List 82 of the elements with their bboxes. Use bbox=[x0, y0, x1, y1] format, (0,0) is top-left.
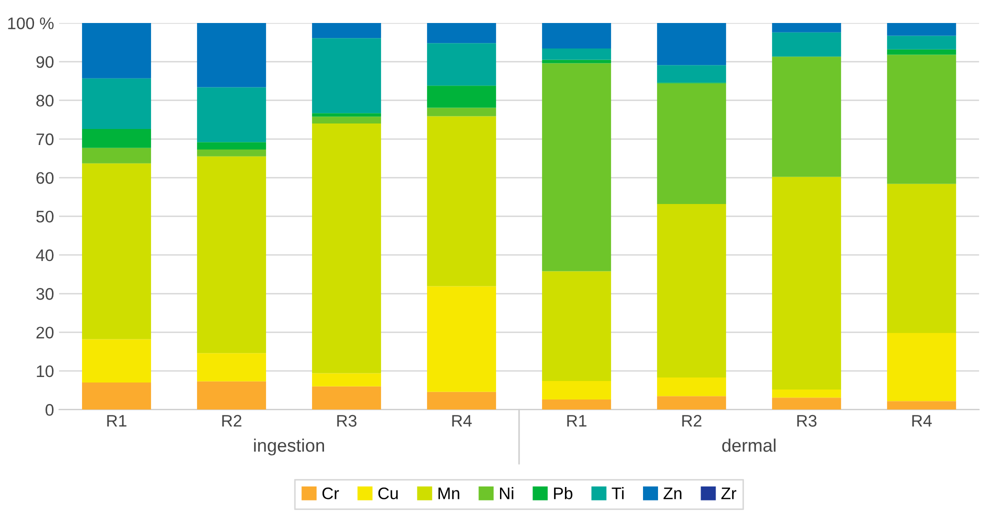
bar bbox=[197, 149, 266, 156]
bar bbox=[657, 378, 726, 396]
bar bbox=[427, 392, 496, 410]
x-tick-label: R3 bbox=[797, 414, 816, 427]
bar bbox=[312, 113, 382, 117]
bar bbox=[427, 23, 496, 44]
bar bbox=[772, 398, 842, 410]
x-tick-label: R4 bbox=[912, 415, 932, 427]
x-tick-label: R3 bbox=[337, 414, 356, 427]
bar bbox=[657, 396, 726, 410]
bar bbox=[312, 124, 382, 374]
bar bbox=[657, 83, 726, 204]
bar bbox=[427, 108, 496, 116]
bar bbox=[427, 43, 496, 86]
bar bbox=[82, 163, 152, 340]
bar bbox=[82, 382, 152, 410]
bar bbox=[887, 184, 956, 334]
y-tick-label: 50 bbox=[36, 210, 54, 223]
bar bbox=[542, 400, 612, 410]
bar bbox=[312, 23, 382, 38]
bar bbox=[887, 23, 956, 36]
bar bbox=[542, 271, 612, 381]
bar bbox=[427, 286, 496, 392]
legend-label: Zr bbox=[721, 488, 736, 500]
bar bbox=[82, 128, 152, 148]
y-tick-label: 10 bbox=[36, 365, 54, 378]
bar bbox=[197, 381, 266, 410]
bar bbox=[197, 23, 266, 88]
bar bbox=[197, 142, 266, 150]
bar bbox=[657, 65, 726, 83]
x-tick-label: R2 bbox=[682, 414, 702, 427]
bar bbox=[887, 36, 956, 50]
text: ingestion bbox=[254, 438, 324, 456]
bar bbox=[887, 49, 956, 55]
x-tick-label: R2 bbox=[222, 414, 242, 427]
y-tick-label: 80 bbox=[36, 94, 54, 107]
x-tick-label: R4 bbox=[452, 415, 472, 427]
y-tick-label: 0 bbox=[46, 404, 54, 416]
bar bbox=[82, 23, 152, 78]
text: dermal bbox=[722, 438, 776, 452]
legend-label: Cu bbox=[378, 487, 398, 500]
bar bbox=[772, 56, 842, 177]
bar bbox=[887, 333, 956, 402]
bar bbox=[772, 32, 842, 57]
legend-label: Mn bbox=[438, 488, 460, 500]
bar bbox=[82, 78, 152, 129]
x-tick-label: R1 bbox=[567, 415, 586, 427]
bar bbox=[542, 380, 612, 400]
bar bbox=[427, 86, 496, 108]
bar bbox=[887, 54, 956, 184]
y-tick-label: 90 bbox=[36, 56, 54, 68]
bar bbox=[427, 116, 496, 286]
bar bbox=[657, 204, 726, 378]
bar bbox=[197, 353, 266, 382]
bar bbox=[312, 373, 382, 386]
y-tick-label: 100 % bbox=[8, 17, 54, 30]
bar bbox=[542, 23, 612, 49]
bar bbox=[772, 23, 842, 32]
bar bbox=[197, 87, 266, 142]
y-tick-label: 70 bbox=[36, 133, 54, 146]
bar bbox=[312, 116, 382, 124]
bar bbox=[312, 38, 382, 114]
y-tick-label: 60 bbox=[36, 172, 54, 184]
y-tick-label: 30 bbox=[36, 288, 54, 300]
y-tick-label: 40 bbox=[36, 249, 54, 262]
legend-label: Cr bbox=[322, 487, 339, 500]
bar bbox=[657, 23, 726, 66]
bar bbox=[312, 386, 382, 410]
bar bbox=[772, 176, 842, 390]
legend-label: Zn bbox=[664, 488, 682, 500]
bar bbox=[82, 339, 152, 383]
bar bbox=[887, 401, 956, 410]
bar bbox=[542, 48, 612, 60]
bar bbox=[82, 148, 152, 164]
legend-label: Ti bbox=[612, 487, 624, 500]
legend-label: Pb bbox=[554, 487, 572, 500]
bar bbox=[542, 63, 612, 272]
bar bbox=[197, 156, 266, 354]
y-tick-label: 20 bbox=[36, 326, 54, 338]
legend-label: Ni bbox=[500, 487, 514, 500]
x-tick-label: R1 bbox=[107, 415, 126, 427]
bar bbox=[772, 390, 842, 398]
